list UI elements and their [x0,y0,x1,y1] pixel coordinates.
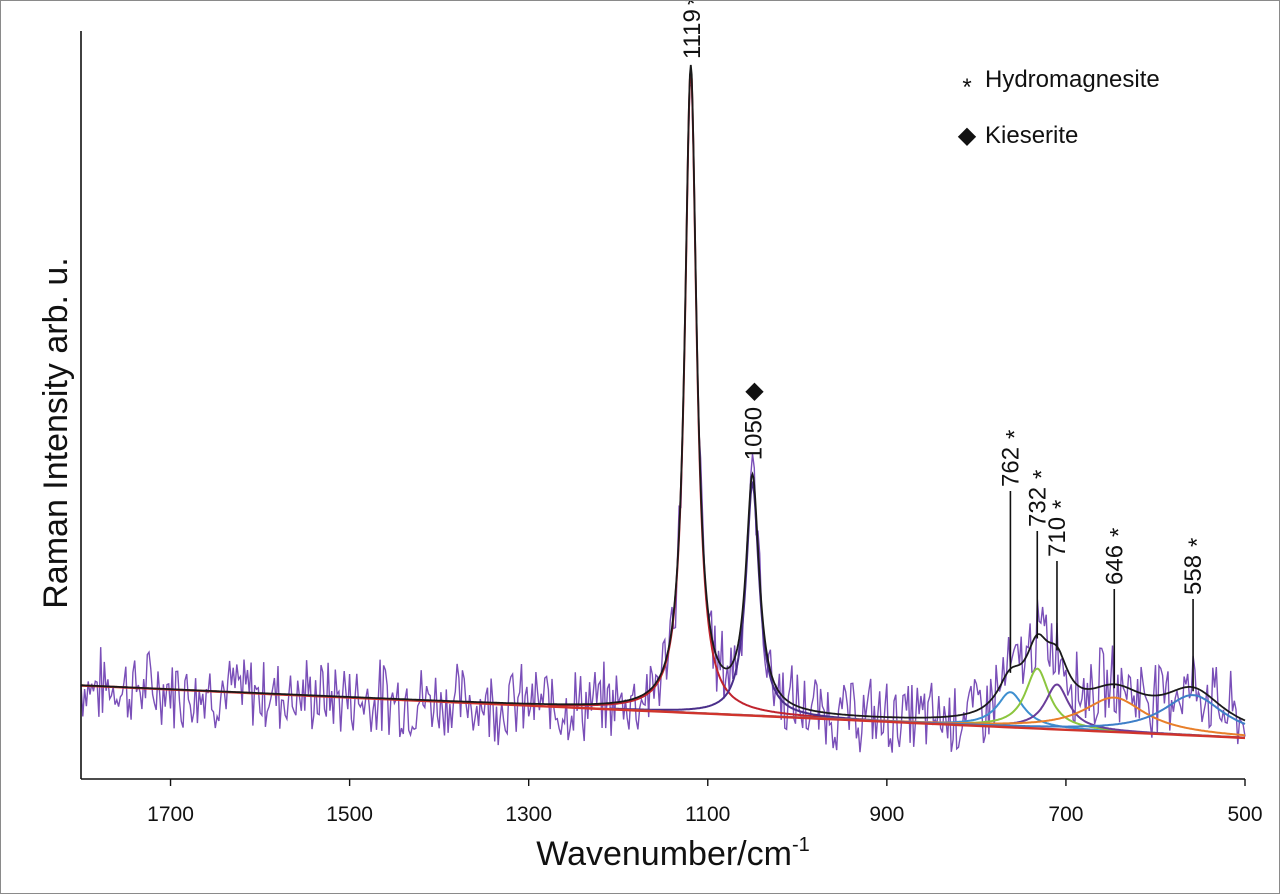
x-tick-label-1100: 1100 [685,803,730,826]
peak-label-558: 558 * [1180,538,1211,692]
peak-marker-1119: * [681,1,708,5]
x-tick-label-700: 700 [1048,803,1083,826]
legend-label-0: Hydromagnesite [985,66,1160,93]
x-axis-title-text: Wavenumber/cm [536,835,792,873]
component-peak-1119 [547,69,835,719]
peak-marker-646: * [1105,528,1132,537]
peak-label-text-710: 710 [1044,517,1071,557]
peak-labels: 1119*1050◆762*732*710*646*558* [679,1,1211,692]
peak-label-text-1050: 1050 [741,407,768,460]
peak-label-762: 762 * [997,430,1028,673]
peak-marker-762: * [1001,430,1028,439]
legend-marker-0: * [962,74,971,101]
peak-label-text-732: 732 [1024,487,1051,527]
series-cumulative-fit [81,64,1246,722]
peak-marker-710: * [1048,500,1075,509]
peak-label-text-762: 762 [997,447,1024,487]
x-tick-label-1500: 1500 [326,803,373,826]
peak-label-646: 646 * [1101,528,1132,689]
series-measured-spectrum [80,84,1246,753]
peak-label-text-646: 646 [1101,545,1128,585]
legend: * Hydromagnesite ◆ Kieserite [958,66,1160,149]
plot-area [80,64,1246,753]
peak-label-text-558: 558 [1180,555,1207,595]
peak-label-710: 710 * [1044,500,1075,651]
x-axis-ticks: 1700 1500 1300 1100 900 700 500 [147,779,1263,826]
peak-label-732: 732 * [1024,470,1055,639]
peak-label-1050: 1050 ◆ [741,377,768,460]
x-axis-title-superscript: -1 [792,834,810,856]
legend-marker-1: ◆ [958,122,977,149]
x-axis-title: Wavenumber/cm-1 [536,834,810,873]
peak-marker-732: * [1028,470,1055,479]
x-tick-label-1300: 1300 [505,803,552,826]
peak-label-text-1119: 1119 [679,9,706,59]
x-tick-label-900: 900 [869,803,904,826]
peak-marker-1050: ◆ [745,377,764,404]
x-tick-label-500: 500 [1227,803,1262,826]
x-tick-label-1700: 1700 [147,803,194,826]
legend-label-1: Kieserite [985,122,1078,149]
y-axis-title: Raman Intensity arb. u. [37,257,75,609]
peak-label-1119: 1119 * [679,1,708,59]
peak-marker-558: * [1184,538,1211,547]
